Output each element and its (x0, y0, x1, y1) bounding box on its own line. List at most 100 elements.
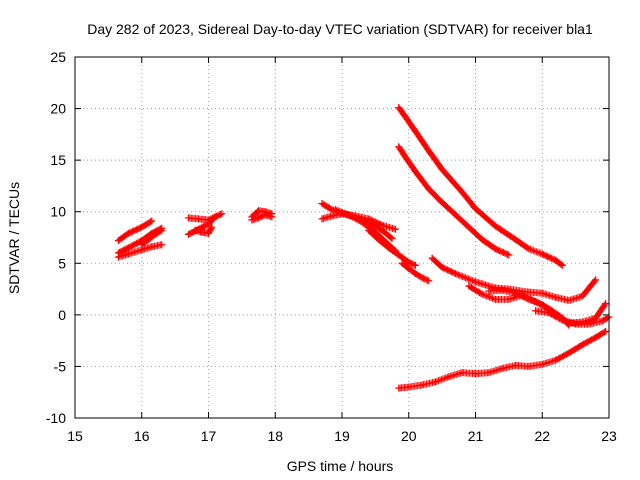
data-point (478, 290, 486, 298)
data-point (208, 223, 216, 231)
y-tick-label: 5 (58, 255, 66, 271)
data-point (438, 263, 446, 271)
data-point (485, 369, 493, 377)
data-point (538, 360, 546, 368)
data-point (431, 378, 439, 386)
data-point (391, 225, 399, 233)
data-point (602, 327, 610, 335)
data-point (505, 251, 513, 259)
data-point (472, 370, 479, 378)
data-point (255, 214, 263, 222)
data-point (451, 211, 459, 219)
series-arc-i (248, 211, 276, 224)
data-point (492, 222, 500, 230)
data-point (318, 215, 326, 223)
data-point (525, 245, 533, 253)
series-arc-r (465, 282, 573, 329)
data-point (451, 270, 459, 278)
x-tick-label: 16 (134, 428, 150, 444)
series-arc-e (184, 210, 226, 224)
series-arc-g (191, 223, 216, 237)
data-point (331, 206, 339, 214)
y-tick-label: 0 (58, 307, 66, 323)
series-arc-q (428, 254, 600, 304)
data-point (158, 241, 166, 249)
data-point (472, 278, 479, 286)
data-point (401, 153, 409, 161)
data-point (318, 199, 326, 207)
marker-trail (396, 328, 608, 392)
data-point (512, 289, 520, 297)
data-point (505, 295, 513, 303)
data-point (525, 288, 533, 296)
data-point (411, 261, 419, 269)
x-tick-label: 23 (601, 428, 617, 444)
data-point (205, 229, 212, 237)
data-point (148, 243, 156, 251)
marker-trail (366, 227, 418, 269)
data-point (478, 236, 486, 244)
axis-ticks: 15 16 17 18 19 20 21 22 23 -10 -5 0 5 10 15 20 25 (46, 49, 617, 444)
data-point (395, 251, 403, 259)
marker-trail (399, 260, 431, 284)
data-point (538, 250, 546, 258)
series-arc-o (395, 104, 566, 269)
data-point (255, 207, 263, 215)
marker-trail (139, 227, 164, 248)
data-point (184, 230, 192, 238)
chart-title: Day 282 of 2023, Sidereal Day-to-day VTE… (87, 21, 593, 37)
data-point (395, 104, 403, 112)
data-point (328, 212, 336, 220)
data-point (572, 320, 580, 328)
data-point (545, 309, 553, 317)
data-point (345, 211, 353, 219)
data-points (114, 104, 613, 392)
marker-trail (116, 218, 155, 244)
data-point (124, 250, 132, 258)
data-point (525, 362, 533, 370)
data-point (425, 185, 433, 193)
data-point (114, 253, 122, 261)
data-point (458, 369, 466, 377)
x-tick-label: 22 (534, 428, 550, 444)
x-tick-label: 15 (67, 428, 83, 444)
data-point (472, 205, 479, 213)
x-axis-label: GPS time / hours (287, 458, 394, 474)
data-point (602, 300, 610, 308)
data-point (552, 356, 560, 364)
series-arc-u (395, 327, 610, 392)
data-point (465, 223, 473, 231)
data-point (592, 334, 600, 342)
data-point (525, 295, 533, 303)
data-point (138, 223, 146, 231)
series-arc-n (398, 259, 433, 285)
data-point (398, 259, 406, 267)
data-point (144, 236, 152, 244)
y-tick-label: -5 (54, 358, 67, 374)
data-point (411, 270, 419, 278)
data-point (552, 293, 560, 301)
marker-trail (429, 255, 599, 304)
data-point (492, 295, 500, 303)
x-tick-label: 20 (401, 428, 417, 444)
data-point (578, 292, 586, 300)
data-point (565, 296, 573, 304)
data-point (492, 245, 500, 253)
plot-frame (74, 56, 610, 419)
data-point (592, 314, 600, 322)
data-point (198, 228, 206, 236)
data-point (512, 361, 520, 369)
data-point (148, 217, 156, 225)
data-point (565, 349, 573, 357)
data-point (151, 230, 159, 238)
data-point (425, 147, 433, 155)
x-tick-label: 19 (334, 428, 350, 444)
data-point (498, 286, 506, 294)
data-point (268, 213, 276, 221)
data-point (158, 226, 166, 234)
data-point (465, 282, 473, 290)
data-point (114, 237, 122, 245)
data-point (558, 316, 566, 324)
data-point (211, 213, 219, 221)
